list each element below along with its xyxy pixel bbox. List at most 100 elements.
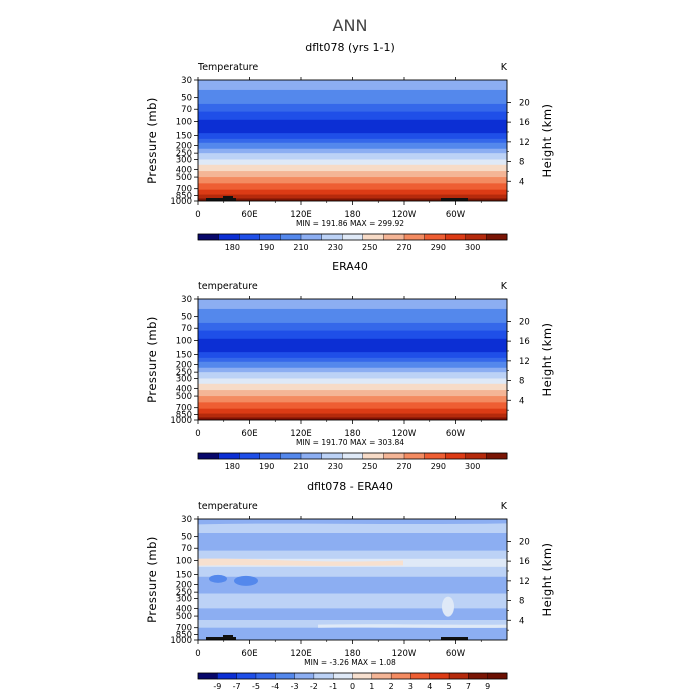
pressure-tick-label: 1000 bbox=[170, 197, 192, 207]
colorbar-swatch bbox=[486, 452, 508, 460]
contour-band bbox=[198, 111, 507, 121]
colorbar-swatch bbox=[332, 672, 353, 680]
colorbar-swatch bbox=[300, 452, 323, 460]
contour-band bbox=[198, 566, 507, 578]
height-tick-label: 16 bbox=[519, 118, 530, 128]
pressure-tick-label: 200 bbox=[176, 141, 192, 151]
colorbar-label: -9 bbox=[213, 682, 221, 691]
colorbar-frame bbox=[197, 233, 508, 241]
x-tick-label: 120W bbox=[392, 210, 417, 220]
terrain-block bbox=[206, 198, 236, 201]
colorbar-label: -7 bbox=[233, 682, 241, 691]
colorbar-label: 270 bbox=[396, 243, 411, 252]
terrain-block bbox=[441, 198, 468, 201]
colorbar-label: -3 bbox=[291, 682, 299, 691]
colorbar-label: 9 bbox=[485, 682, 490, 691]
x-tick-label: 120E bbox=[290, 649, 312, 659]
panel-title: dflt078 - ERA40 bbox=[307, 480, 393, 493]
colorbar-label: 5 bbox=[447, 682, 452, 691]
pressure-tick-label: 500 bbox=[176, 173, 192, 183]
pressure-tick-label: 700 bbox=[176, 185, 192, 195]
colorbar-swatch bbox=[487, 672, 508, 680]
contour-band bbox=[198, 550, 507, 560]
pressure-tick-label: 850 bbox=[176, 630, 192, 640]
x-tick-label: 0 bbox=[195, 429, 200, 439]
height-tick-label: 16 bbox=[519, 337, 530, 347]
x-tick-label: 0 bbox=[195, 210, 200, 220]
height-tick-label: 8 bbox=[519, 158, 524, 168]
colorbar-swatch bbox=[218, 452, 240, 460]
pressure-tick-label: 500 bbox=[176, 392, 192, 402]
colorbar-label: 3 bbox=[408, 682, 413, 691]
colorbar-swatch bbox=[352, 672, 373, 680]
y-axis-label-right: Height (km) bbox=[540, 103, 554, 177]
contour-band bbox=[198, 183, 507, 191]
x-tick-label: 180 bbox=[344, 429, 360, 439]
colorbar-label: 1 bbox=[369, 682, 374, 691]
x-tick-label: 60E bbox=[241, 210, 257, 220]
colorbar-swatch bbox=[486, 233, 508, 241]
colorbar-swatch bbox=[465, 233, 487, 241]
pressure-tick-label: 30 bbox=[181, 515, 192, 525]
cool-anomaly bbox=[198, 519, 507, 525]
pressure-tick-label: 500 bbox=[176, 612, 192, 622]
colorbar-label: 190 bbox=[259, 462, 274, 471]
contour-band bbox=[198, 608, 507, 621]
y-axis-label-left: Pressure (mb) bbox=[145, 536, 159, 623]
colorbar-label: 7 bbox=[466, 682, 471, 691]
contour-band bbox=[198, 308, 507, 324]
colorbar-label: 250 bbox=[362, 243, 377, 252]
units-label: K bbox=[501, 281, 508, 292]
x-tick-label: 60W bbox=[446, 429, 466, 439]
colorbar-swatch bbox=[342, 452, 364, 460]
pressure-tick-label: 150 bbox=[176, 351, 192, 361]
height-tick-label: 20 bbox=[519, 98, 530, 108]
contour-band bbox=[198, 408, 507, 415]
variable-label: Temperature bbox=[197, 62, 258, 73]
contour-band bbox=[198, 383, 507, 391]
pressure-tick-label: 30 bbox=[181, 295, 192, 305]
colorbar-swatch bbox=[445, 452, 467, 460]
pressure-tick-label: 50 bbox=[181, 94, 192, 104]
contour-band bbox=[198, 189, 507, 196]
variable-label: temperature bbox=[198, 281, 258, 292]
colorbar-swatch bbox=[383, 452, 405, 460]
pressure-tick-label: 70 bbox=[181, 544, 192, 554]
pressure-tick-label: 400 bbox=[176, 604, 192, 614]
terrain-block bbox=[441, 637, 468, 640]
colorbar-swatch bbox=[468, 672, 489, 680]
colorbar-swatch bbox=[410, 672, 431, 680]
colorbar-swatch bbox=[238, 233, 261, 241]
contour-band bbox=[198, 177, 507, 184]
colorbar-swatch bbox=[197, 233, 220, 241]
panel-title: ERA40 bbox=[332, 260, 368, 273]
colorbar-label: 4 bbox=[427, 682, 432, 691]
height-tick-label: 20 bbox=[519, 317, 530, 327]
colorbar-swatch bbox=[424, 452, 446, 460]
y-axis-label-right: Height (km) bbox=[540, 542, 554, 616]
colorbar-swatch bbox=[403, 452, 426, 460]
colorbar-label: 230 bbox=[328, 243, 343, 252]
cold-anomaly bbox=[209, 574, 227, 583]
contour-band bbox=[198, 627, 507, 640]
contour-band bbox=[198, 576, 507, 595]
height-tick-label: 4 bbox=[519, 396, 524, 406]
colorbar-label: 230 bbox=[328, 462, 343, 471]
contour-band bbox=[198, 103, 507, 113]
colorbar-swatch bbox=[217, 672, 238, 680]
colorbar-swatch bbox=[259, 233, 281, 241]
contour-band bbox=[198, 532, 507, 552]
colorbar-swatch bbox=[429, 672, 450, 680]
colorbar-label: 250 bbox=[362, 462, 377, 471]
min-max-text: MIN = 191.86 MAX = 299.92 bbox=[296, 219, 404, 228]
pressure-tick-label: 850 bbox=[176, 191, 192, 201]
colorbar-label: 270 bbox=[396, 462, 411, 471]
colorbar-swatch bbox=[280, 452, 302, 460]
contour-band bbox=[198, 138, 507, 144]
contour-band bbox=[198, 153, 507, 161]
contour-band bbox=[198, 357, 507, 363]
pressure-tick-label: 150 bbox=[176, 571, 192, 581]
colorbar-label: -1 bbox=[329, 682, 337, 691]
x-tick-label: 120W bbox=[392, 649, 417, 659]
colorbar-swatch bbox=[300, 233, 323, 241]
